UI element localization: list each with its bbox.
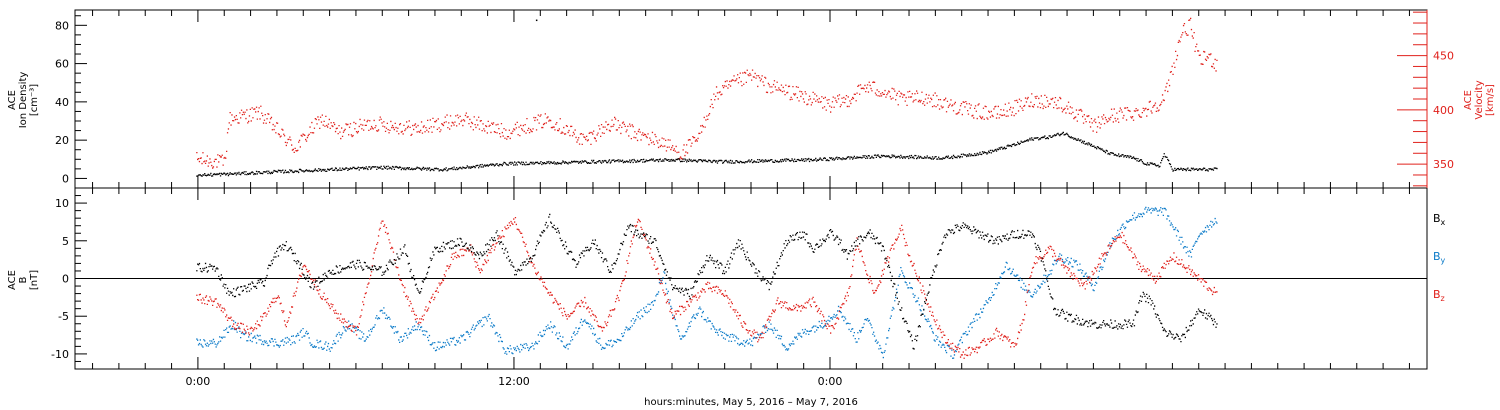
b-tick-label: -10: [51, 348, 69, 361]
series-bz: [196, 217, 1218, 359]
density-outlier-point: [535, 19, 538, 22]
velocity-axis-title-line: ACE: [1463, 90, 1474, 110]
b-tick-label: -5: [58, 310, 69, 323]
density-tick-label: 0: [62, 172, 69, 185]
series-ion-density: [196, 131, 1218, 177]
density-axis-title-line: ACE: [7, 90, 18, 110]
data-points: [196, 206, 1218, 359]
legend-item-bx: Bx: [1433, 212, 1446, 227]
b-axis-title-line: ACE: [7, 270, 18, 290]
density-axis-title: ACE Ion Density [cm⁻³]: [7, 72, 40, 129]
density-axis-title-line: Ion Density: [18, 72, 29, 129]
legend-item-bz: Bz: [1433, 288, 1445, 303]
data-points: [196, 217, 1218, 359]
density-axis-title-line: [cm⁻³]: [29, 84, 40, 116]
series-by: [196, 206, 1218, 359]
b-tick-label: 5: [62, 235, 69, 248]
velocity-axis-title-line: Velocity: [1474, 80, 1485, 119]
velocity-axis-title: ACE Velocity [km/s]: [1463, 80, 1496, 119]
data-points: [196, 17, 1218, 169]
legend-item-by: By: [1433, 250, 1446, 265]
data-points: [196, 131, 1218, 177]
x-axis-label: hours:minutes, May 5, 2016 – May 7, 2016: [644, 397, 858, 408]
b-tick-label: 10: [55, 197, 69, 210]
density-tick-label: 60: [55, 58, 69, 71]
time-tick-label: 0:00: [818, 375, 843, 388]
velocity-tick-label: 350: [1433, 158, 1454, 171]
b-axis-title-line: B: [18, 276, 29, 283]
velocity-tick-label: 400: [1433, 104, 1454, 117]
velocity-axis-title-line: [km/s]: [1485, 84, 1496, 116]
b-axis-title-line: [nT]: [29, 270, 40, 290]
density-tick-label: 20: [55, 134, 69, 147]
velocity-tick-label: 450: [1433, 50, 1454, 63]
time-tick-label: 12:00: [498, 375, 530, 388]
time-tick-label: 0:00: [186, 375, 211, 388]
b-tick-label: 0: [62, 273, 69, 286]
series-velocity: [196, 17, 1218, 169]
density-tick-label: 40: [55, 96, 69, 109]
density-tick-label: 80: [55, 19, 69, 32]
b-axis-title: ACE B [nT]: [7, 270, 40, 290]
